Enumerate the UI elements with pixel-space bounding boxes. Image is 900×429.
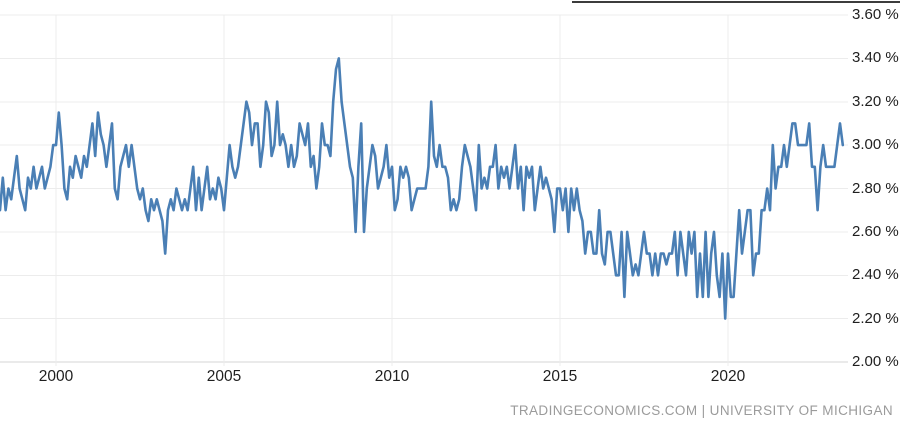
x-axis-label: 2000 (38, 368, 74, 385)
x-axis-label: 2020 (710, 368, 746, 385)
y-axis-label: 2.40 % (852, 266, 899, 283)
attribution-text: TRADINGECONOMICS.COM | UNIVERSITY OF MIC… (510, 403, 893, 418)
y-axis-label: 2.20 % (852, 310, 899, 327)
y-axis-label: 3.00 % (852, 136, 899, 153)
x-axis-label: 2010 (374, 368, 410, 385)
y-axis-label: 3.40 % (852, 49, 899, 66)
x-axis-label: 2005 (206, 368, 242, 385)
y-axis-label: 2.80 % (852, 180, 899, 197)
y-axis-label: 3.60 % (852, 6, 899, 23)
y-axis-label: 3.20 % (852, 93, 899, 110)
y-axis-label: 2.00 % (852, 353, 899, 370)
x-axis-label: 2015 (542, 368, 578, 385)
series-line[interactable] (0, 57, 845, 320)
y-axis-label: 2.60 % (852, 223, 899, 240)
top-divider-line (572, 1, 900, 3)
